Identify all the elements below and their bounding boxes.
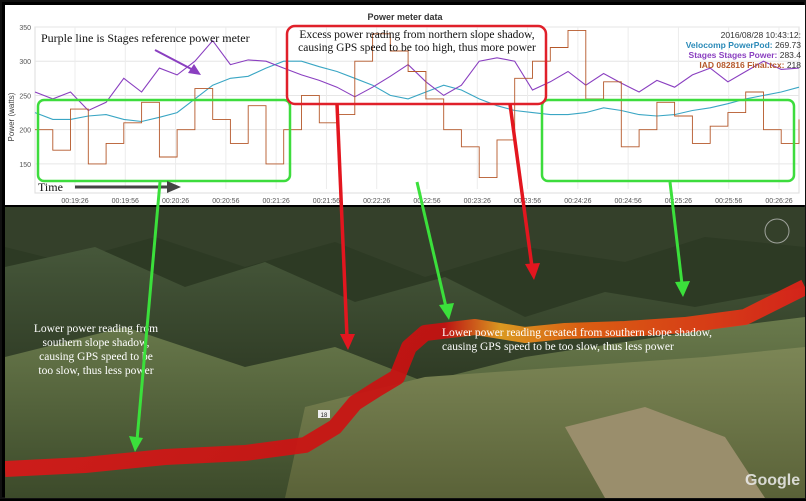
green-arrow-right <box>668 181 684 285</box>
y-axis-label: Power (watts) <box>7 92 16 141</box>
excess-annotation: Excess power reading from northern slope… <box>298 29 536 54</box>
y-tick-label: 350 <box>19 25 31 32</box>
series-line-powerpod <box>34 60 800 123</box>
legend-entry-powerpod: Velocomp PowerPod: 269.73 <box>686 40 802 50</box>
x-tick-label: 00:19:26 <box>61 198 88 205</box>
google-logo: Google <box>745 472 800 489</box>
power-chart-panel: Power meter data Power (watts) 150 200 250… <box>5 5 805 205</box>
compass-icon[interactable] <box>764 218 790 244</box>
legend-entry-stages: Stages Stages Power: 283.4 <box>689 50 802 60</box>
red-arrow-left <box>335 103 349 338</box>
purple-line-annotation: Purple line is Stages reference power me… <box>41 31 250 45</box>
grid <box>35 26 799 189</box>
green-arrow-left <box>135 181 162 441</box>
x-ticks: 00:19:26 00:19:56 00:20:26 00:20:56 00:21:26… <box>61 198 792 205</box>
x-tick-label: 00:22:56 <box>413 198 440 205</box>
x-tick-label: 00:22:26 <box>363 198 390 205</box>
x-tick-label: 00:20:26 <box>162 198 189 205</box>
excess-annotation-wrap: Excess power reading from northern slope… <box>298 29 536 54</box>
x-tick-label: 00:19:56 <box>112 198 139 205</box>
series-line-stages <box>34 39 800 112</box>
y-ticks: 150 200 250 300 350 <box>19 25 31 169</box>
y-tick-label: 200 <box>19 128 31 135</box>
right-map-annotation: Lower power reading created from souther… <box>442 327 713 353</box>
legend-entry-tcx: IAD 082816 Final.tcx: 218 <box>699 60 801 70</box>
x-tick-label: 00:25:26 <box>665 198 692 205</box>
legend-timestamp: 2016/08/28 10:43:12: <box>721 30 801 40</box>
x-tick-label: 00:21:26 <box>263 198 290 205</box>
green-box-left <box>36 98 292 183</box>
far-ridge <box>5 207 805 277</box>
y-tick-label: 300 <box>19 59 31 66</box>
red-arrow-right-head <box>525 263 540 280</box>
x-tick-label: 00:23:26 <box>464 198 491 205</box>
purple-arrow-head <box>188 64 201 75</box>
route-heat-track <box>5 279 805 477</box>
x-tick-label: 00:20:56 <box>212 198 239 205</box>
x-tick-label: 00:24:26 <box>564 198 591 205</box>
x-tick-label: 00:25:56 <box>715 198 742 205</box>
time-label: Time <box>38 180 63 194</box>
x-tick-label: 00:24:56 <box>615 198 642 205</box>
red-arrow-right <box>508 103 534 268</box>
green-box-right <box>540 98 796 183</box>
red-arrow-left-head <box>340 334 355 350</box>
green-arrow-middle-head <box>439 303 454 320</box>
quarry-area <box>565 407 765 498</box>
left-map-annotation: Lower power reading from southern slope … <box>33 323 159 377</box>
green-arrow-middle <box>415 181 448 308</box>
chart-title: Power meter data <box>367 12 443 22</box>
purple-arrow <box>154 49 198 73</box>
y-tick-label: 150 <box>19 162 31 169</box>
series-group <box>34 29 800 179</box>
terrain-map-panel: 18 Google <box>5 207 805 498</box>
road-sign-number: 18 <box>321 413 328 419</box>
x-tick-label: 00:21:56 <box>313 198 340 205</box>
time-arrow-head <box>167 181 181 193</box>
x-tick-label: 00:23:56 <box>514 198 541 205</box>
x-tick-label: 00:26:26 <box>765 198 792 205</box>
y-tick-label: 250 <box>19 93 31 100</box>
power-chart: Power meter data Power (watts) 150 200 250… <box>7 12 802 205</box>
series-line-tcx <box>35 29 800 179</box>
green-arrow-right-head <box>675 281 690 297</box>
red-box <box>285 24 548 106</box>
legend: 2016/08/28 10:43:12: Velocomp PowerPod: … <box>686 30 802 70</box>
terrain-map: 18 Google <box>5 207 805 498</box>
green-arrow-left-head <box>129 436 143 452</box>
road-sign <box>318 410 330 418</box>
